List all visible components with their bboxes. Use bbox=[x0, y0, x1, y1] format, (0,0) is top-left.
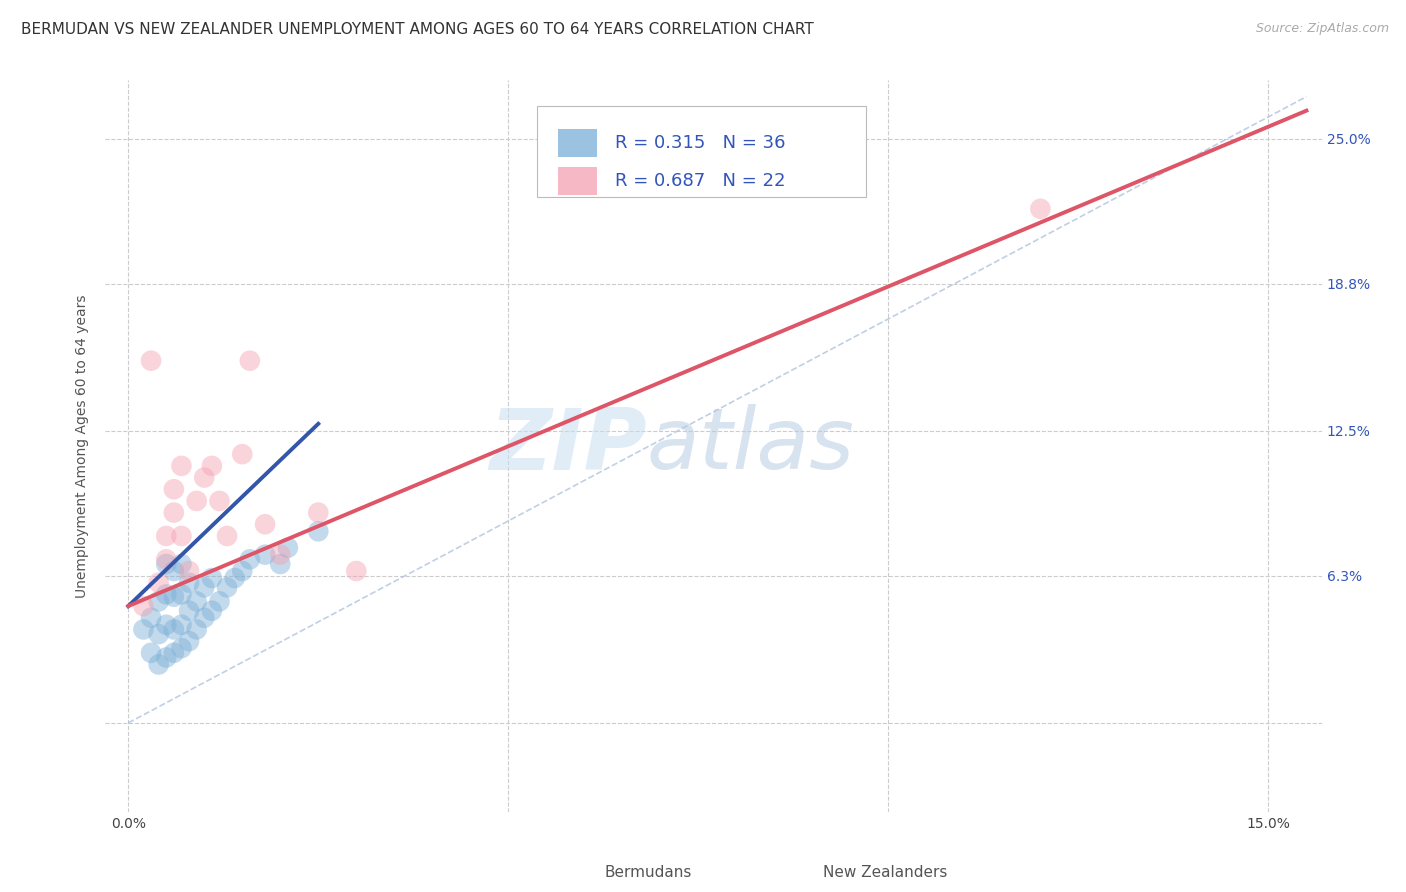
Point bbox=[254, 517, 277, 532]
Point bbox=[170, 617, 193, 632]
Point bbox=[177, 604, 200, 618]
Text: R = 0.687   N = 22: R = 0.687 N = 22 bbox=[614, 172, 786, 190]
Point bbox=[1029, 202, 1052, 216]
Point bbox=[231, 564, 253, 578]
Point bbox=[193, 580, 215, 594]
Point bbox=[163, 564, 186, 578]
Point bbox=[148, 627, 170, 641]
Text: BERMUDAN VS NEW ZEALANDER UNEMPLOYMENT AMONG AGES 60 TO 64 YEARS CORRELATION CHA: BERMUDAN VS NEW ZEALANDER UNEMPLOYMENT A… bbox=[21, 22, 814, 37]
Point bbox=[170, 458, 193, 473]
FancyBboxPatch shape bbox=[558, 129, 596, 157]
Point bbox=[224, 571, 246, 585]
Point bbox=[186, 594, 208, 608]
Point bbox=[208, 594, 231, 608]
Point bbox=[155, 552, 177, 566]
Point bbox=[163, 623, 186, 637]
Point bbox=[307, 506, 329, 520]
Point bbox=[170, 529, 193, 543]
Point bbox=[201, 458, 224, 473]
Point bbox=[231, 447, 253, 461]
Point bbox=[193, 470, 215, 484]
Point bbox=[155, 650, 177, 665]
Point bbox=[277, 541, 299, 555]
Point bbox=[186, 494, 208, 508]
Point bbox=[170, 587, 193, 601]
Point bbox=[139, 611, 162, 625]
Point bbox=[170, 641, 193, 656]
Point bbox=[193, 611, 215, 625]
Text: Source: ZipAtlas.com: Source: ZipAtlas.com bbox=[1256, 22, 1389, 36]
Point bbox=[163, 646, 186, 660]
Point bbox=[132, 599, 155, 613]
Point bbox=[269, 548, 291, 562]
Point bbox=[155, 529, 177, 543]
Point bbox=[201, 604, 224, 618]
Point bbox=[217, 529, 239, 543]
Point bbox=[344, 564, 367, 578]
Point bbox=[186, 623, 208, 637]
Point bbox=[170, 557, 193, 571]
Point bbox=[155, 587, 177, 601]
Point bbox=[254, 548, 277, 562]
Point bbox=[163, 590, 186, 604]
Text: R = 0.315   N = 36: R = 0.315 N = 36 bbox=[614, 134, 786, 153]
Point bbox=[163, 482, 186, 496]
Point bbox=[177, 634, 200, 648]
Text: Bermudans: Bermudans bbox=[605, 865, 692, 880]
Point bbox=[148, 594, 170, 608]
Point bbox=[217, 580, 239, 594]
Point bbox=[239, 353, 262, 368]
FancyBboxPatch shape bbox=[558, 167, 596, 195]
Point bbox=[269, 557, 291, 571]
Text: New Zealanders: New Zealanders bbox=[823, 865, 946, 880]
Point bbox=[239, 552, 262, 566]
Point bbox=[155, 557, 177, 571]
Point bbox=[155, 617, 177, 632]
Text: ZIP: ZIP bbox=[489, 404, 647, 488]
Point bbox=[177, 564, 200, 578]
Point bbox=[148, 657, 170, 672]
Point bbox=[139, 353, 162, 368]
Point bbox=[139, 646, 162, 660]
FancyBboxPatch shape bbox=[537, 106, 866, 197]
Point bbox=[201, 571, 224, 585]
Y-axis label: Unemployment Among Ages 60 to 64 years: Unemployment Among Ages 60 to 64 years bbox=[76, 294, 90, 598]
Point bbox=[148, 575, 170, 590]
Point bbox=[307, 524, 329, 539]
Point bbox=[163, 506, 186, 520]
Text: atlas: atlas bbox=[647, 404, 855, 488]
Point bbox=[177, 575, 200, 590]
Point bbox=[208, 494, 231, 508]
Point bbox=[132, 623, 155, 637]
